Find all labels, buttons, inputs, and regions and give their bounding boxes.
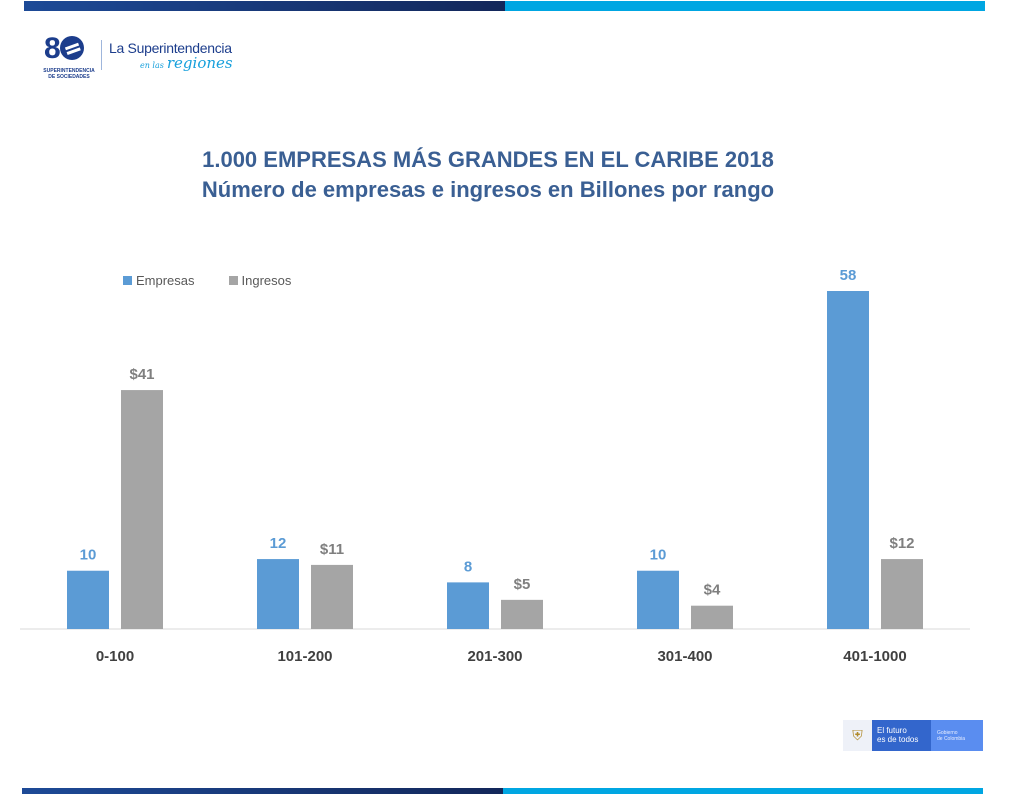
chart-subtitle: Número de empresas e ingresos en Billone… — [201, 177, 775, 202]
legend-swatch-ingresos — [228, 276, 238, 285]
bar-empresas-201-300 — [447, 582, 489, 629]
data-label-ingresos-101-200: $11 — [320, 541, 344, 558]
data-label-ingresos-0-100: $41 — [129, 366, 154, 383]
bar-empresas-401-1000 — [827, 291, 869, 629]
bar-ingresos-0-100 — [121, 390, 163, 629]
x-tick-label: 301-400 — [657, 648, 712, 665]
logo-subtitle: SUPERINTENDENCIA DE SOCIEDADES — [43, 68, 95, 80]
bar-ingresos-201-300 — [501, 599, 543, 629]
data-label-ingresos-301-400: $4 — [704, 582, 721, 599]
logo-tagline-script: en las regiones — [140, 54, 233, 72]
bar-ingresos-101-200 — [311, 564, 353, 629]
data-label-empresas-0-100: 10 — [80, 547, 97, 564]
chart-title: 1.000 EMPRESAS MÁS GRANDES EN EL CARIBE … — [202, 147, 774, 172]
bar-empresas-101-200 — [257, 559, 299, 629]
bar-ingresos-401-1000 — [881, 559, 923, 629]
x-tick-label: 0-100 — [96, 648, 134, 665]
bar-empresas-0-100 — [67, 570, 109, 629]
coat-of-arms-icon: ⛨ — [843, 720, 872, 751]
gobierno-colombia-logo: ⛨ El futuro es de todos Gobierno de Colomb… — [843, 720, 983, 751]
supersociedades-logo: 8 SUPERINTENDENCIA DE SOCIEDADES La Super… — [42, 32, 242, 82]
bar-empresas-301-400 — [637, 570, 679, 629]
legend-item-empresas: Empresas — [123, 273, 195, 288]
x-tick-label: 401-1000 — [843, 648, 906, 665]
legend-item-ingresos: Ingresos — [228, 273, 291, 288]
data-label-empresas-101-200: 12 — [270, 535, 287, 552]
bar-ingresos-301-400 — [691, 605, 733, 629]
x-tick-label: 201-300 — [467, 648, 522, 665]
top-color-band — [24, 1, 985, 11]
data-label-empresas-201-300: 8 — [464, 558, 472, 575]
chart-legend: Empresas Ingresos — [123, 273, 291, 288]
data-label-empresas-401-1000: 58 — [840, 267, 857, 284]
legend-swatch-empresas — [123, 276, 132, 285]
data-label-ingresos-201-300: $5 — [514, 576, 531, 593]
data-label-empresas-301-400: 10 — [650, 547, 667, 564]
bottom-color-band — [22, 788, 983, 794]
x-tick-label: 101-200 — [277, 648, 332, 665]
logo-80: 8 — [44, 32, 84, 66]
data-label-ingresos-401-1000: $12 — [889, 535, 914, 552]
logo-circle-icon — [59, 36, 84, 60]
logo-tagline: La Superintendencia — [109, 40, 232, 56]
